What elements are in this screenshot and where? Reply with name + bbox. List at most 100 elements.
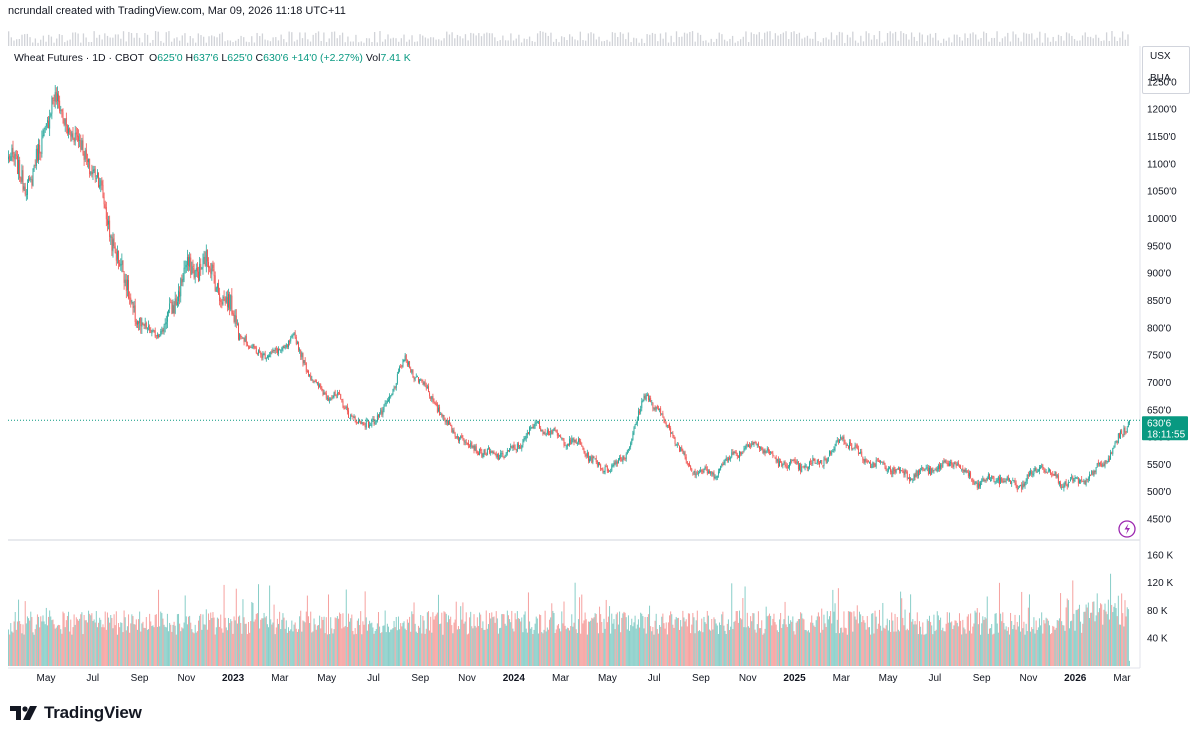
volume-bar <box>878 609 880 666</box>
candle-body <box>483 450 485 455</box>
volume-bar <box>39 627 41 666</box>
overview-bar <box>456 34 459 46</box>
candle-body <box>370 424 372 426</box>
candle-body <box>120 263 122 266</box>
volume-bar <box>224 617 226 666</box>
volume-bar <box>1067 600 1069 666</box>
candle-body <box>410 368 412 373</box>
volume-bar <box>162 618 164 666</box>
volume-bar <box>391 629 393 666</box>
overview-bar <box>109 37 111 46</box>
unit-label[interactable]: BUA <box>1150 73 1171 84</box>
volume-bar <box>888 620 890 666</box>
candle-body <box>398 371 399 374</box>
candlestick-series <box>8 85 1130 493</box>
volume-bar <box>449 619 451 666</box>
overview-bar <box>122 31 125 46</box>
candle-body <box>907 477 909 479</box>
volume-bar <box>823 614 825 666</box>
volume-bar <box>293 624 295 666</box>
candle-body <box>912 480 914 482</box>
volume-bar <box>1037 627 1039 666</box>
overview-bar <box>833 39 835 46</box>
candle-body <box>669 424 670 429</box>
candle-body <box>301 353 303 358</box>
lightning-icon[interactable] <box>1118 520 1136 538</box>
candle-body <box>622 456 624 462</box>
price-tick-label: 750'0 <box>1147 351 1172 362</box>
overview-bar <box>168 31 170 46</box>
unit-selector[interactable]: USX BUA <box>1142 46 1190 94</box>
volume-bar <box>1123 626 1125 666</box>
volume-bar <box>742 598 744 666</box>
volume-bar <box>812 622 814 666</box>
volume-bar <box>680 620 682 666</box>
candle-body <box>1091 471 1093 475</box>
candle-body <box>135 321 137 325</box>
overview-bar <box>609 41 611 46</box>
volume-bar <box>1081 632 1083 666</box>
candle-body <box>710 471 712 474</box>
volume-bar <box>695 620 697 666</box>
volume-bar <box>136 629 138 666</box>
volume-bar <box>664 628 666 666</box>
volume-bar <box>887 630 889 666</box>
overview-bar <box>1100 41 1102 46</box>
volume-bar <box>203 624 205 666</box>
volume-bar <box>675 616 677 666</box>
currency-label[interactable]: USX <box>1150 51 1171 62</box>
candle-body <box>506 450 508 454</box>
candle-body <box>182 278 184 282</box>
volume-bar <box>196 631 198 666</box>
volume-bar <box>1063 625 1065 666</box>
candle-body <box>946 463 948 465</box>
candle-body <box>11 148 13 158</box>
candle-body <box>934 469 936 471</box>
candle-body <box>644 395 646 399</box>
candle-body <box>104 204 106 208</box>
volume-bar <box>322 619 324 666</box>
candle-body <box>624 457 626 459</box>
overview-bar <box>870 39 873 46</box>
volume-bar <box>555 629 557 666</box>
candle-body <box>223 296 225 298</box>
volume-bar <box>992 634 994 666</box>
candle-body <box>522 440 524 446</box>
candle-body <box>333 392 335 398</box>
volume-bar <box>699 630 701 666</box>
overview-bar <box>1020 41 1022 46</box>
volume-bar <box>369 620 371 666</box>
candle-body <box>610 471 612 473</box>
volume-tick-label: 120 K <box>1147 578 1173 589</box>
volume-bar <box>640 612 642 666</box>
overview-bar <box>157 31 159 46</box>
candle-body <box>959 465 960 467</box>
volume-bar <box>565 629 567 666</box>
candle-body <box>234 314 236 322</box>
candle-body <box>318 383 319 388</box>
overview-bar <box>1092 38 1094 46</box>
candle-body <box>220 300 222 303</box>
volume-bar <box>714 619 716 666</box>
volume-bar <box>108 617 110 666</box>
volume-bar <box>583 620 585 666</box>
candle-body <box>159 335 161 337</box>
volume-bar <box>654 620 656 666</box>
volume-bar <box>223 584 225 666</box>
time-tick-label: Mar <box>833 673 851 684</box>
candle-body <box>194 270 196 278</box>
overview-bar <box>814 31 817 46</box>
volume-bar <box>965 633 967 666</box>
symbol-name[interactable]: Wheat Futures · 1D · CBOT <box>14 52 145 64</box>
candle-body <box>400 366 402 367</box>
candle-body <box>714 476 716 479</box>
volume-bar <box>904 609 906 666</box>
volume-bar <box>901 598 903 666</box>
overview-bar <box>764 32 766 46</box>
tradingview-logo[interactable]: TradingView <box>10 703 142 723</box>
candle-body <box>513 444 515 448</box>
candle-body <box>783 462 785 464</box>
volume-bar <box>962 619 964 666</box>
candle-body <box>1025 480 1027 483</box>
